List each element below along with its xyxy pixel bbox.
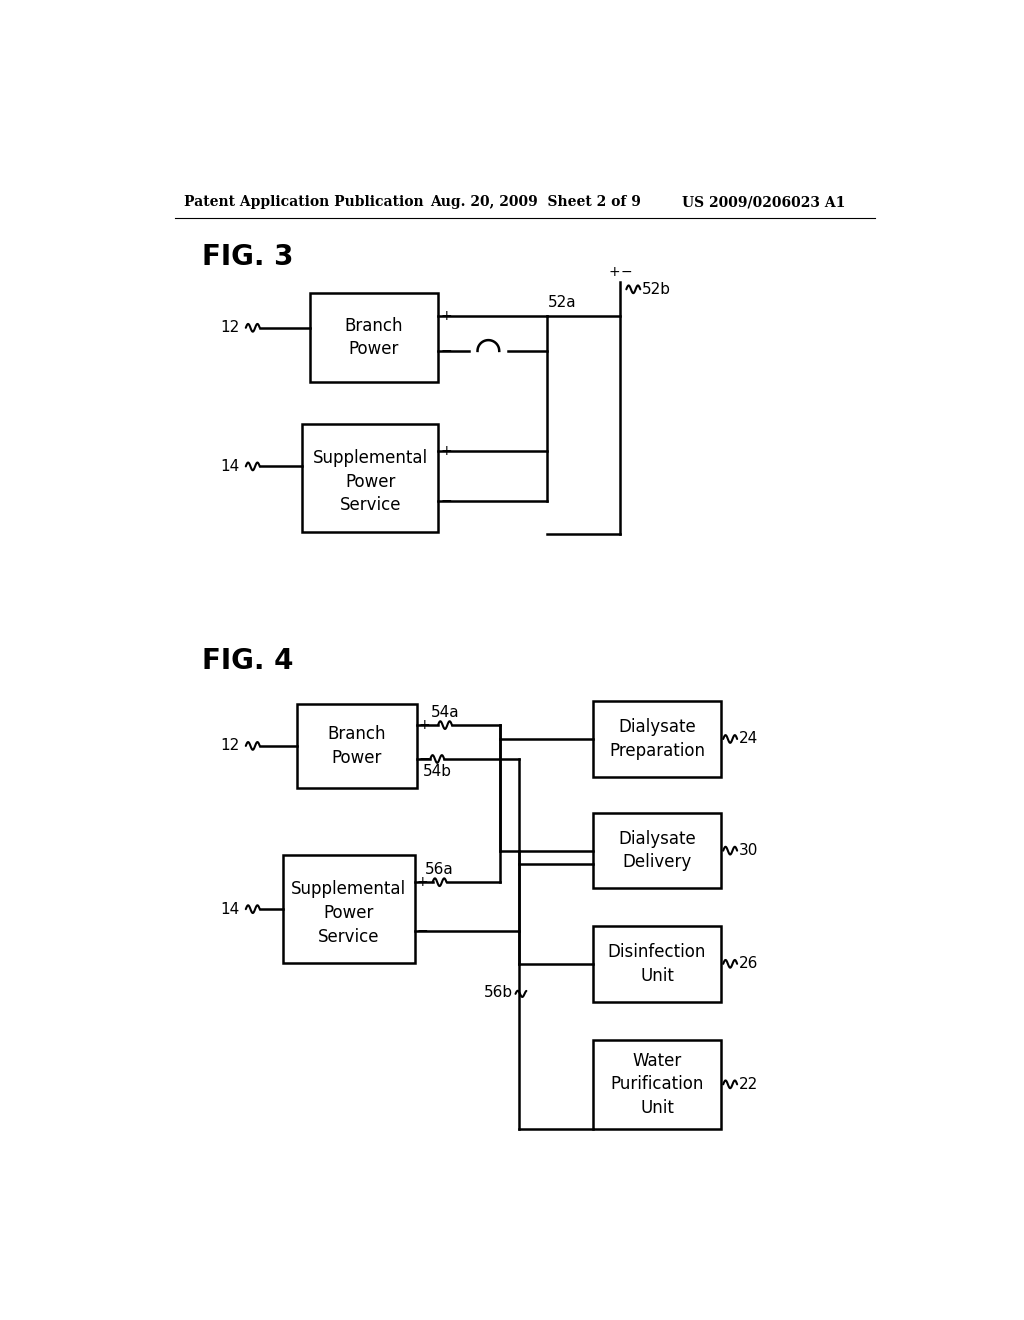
Text: Disinfection
Unit: Disinfection Unit: [608, 942, 707, 985]
Text: −: −: [417, 924, 428, 937]
Text: Water
Purification
Unit: Water Purification Unit: [610, 1052, 703, 1117]
Bar: [593, 1040, 721, 1129]
Text: +: +: [417, 875, 428, 890]
Bar: [593, 813, 721, 888]
Bar: [283, 855, 415, 964]
Text: −: −: [621, 265, 632, 280]
Text: FIG. 3: FIG. 3: [202, 243, 293, 271]
Text: 54b: 54b: [423, 764, 452, 779]
Text: −: −: [419, 752, 430, 766]
Bar: [310, 293, 438, 381]
Bar: [297, 704, 417, 788]
Text: 24: 24: [738, 731, 758, 747]
Text: Branch
Power: Branch Power: [345, 317, 403, 358]
Text: 12: 12: [220, 738, 240, 754]
Text: 14: 14: [220, 902, 240, 916]
Text: +: +: [608, 265, 620, 280]
Text: +: +: [440, 444, 452, 458]
Text: 54a: 54a: [431, 705, 460, 721]
Text: 30: 30: [738, 843, 758, 858]
Bar: [302, 424, 438, 532]
Text: Supplemental
Power
Service: Supplemental Power Service: [312, 449, 428, 515]
Text: −: −: [440, 494, 452, 508]
Text: +: +: [440, 309, 452, 323]
Text: +: +: [419, 718, 430, 733]
Text: 52b: 52b: [642, 281, 671, 297]
Text: Patent Application Publication: Patent Application Publication: [183, 195, 424, 210]
Text: Supplemental
Power
Service: Supplemental Power Service: [291, 880, 407, 945]
Text: 56b: 56b: [484, 985, 513, 999]
Text: FIG. 4: FIG. 4: [202, 647, 293, 676]
Bar: [593, 927, 721, 1002]
Text: Branch
Power: Branch Power: [328, 725, 386, 767]
Text: US 2009/0206023 A1: US 2009/0206023 A1: [682, 195, 846, 210]
Text: Aug. 20, 2009  Sheet 2 of 9: Aug. 20, 2009 Sheet 2 of 9: [430, 195, 641, 210]
Text: 12: 12: [220, 321, 240, 335]
Bar: [593, 701, 721, 776]
Text: 26: 26: [738, 956, 758, 972]
Text: −: −: [440, 345, 452, 358]
Text: Dialysate
Delivery: Dialysate Delivery: [618, 830, 696, 871]
Text: 52a: 52a: [548, 296, 577, 310]
Text: 56a: 56a: [425, 862, 454, 878]
Text: 22: 22: [738, 1077, 758, 1092]
Text: 14: 14: [220, 459, 240, 474]
Text: Dialysate
Preparation: Dialysate Preparation: [609, 718, 705, 760]
